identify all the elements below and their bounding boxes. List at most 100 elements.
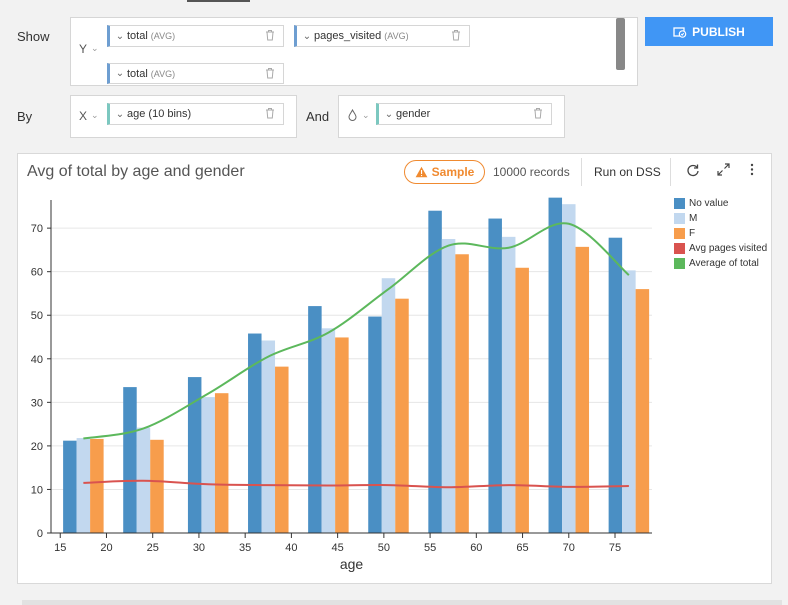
bar-f: [90, 438, 104, 533]
legend-label: M: [689, 213, 698, 224]
chart-card: Avg of total by age and gender Sample 10…: [17, 153, 772, 584]
bar-m: [562, 204, 576, 534]
x-tick-label: 60: [470, 542, 482, 554]
color-dimension-name: gender: [396, 108, 431, 120]
bar-f: [395, 298, 409, 533]
bar-m: [261, 340, 276, 533]
x-tick-label: 75: [609, 542, 621, 554]
legend-label: Avg pages visited: [689, 243, 768, 254]
bottom-divider: [22, 600, 782, 605]
more-icon[interactable]: [744, 163, 760, 179]
publish-button[interactable]: PUBLISH: [645, 17, 773, 46]
legend-item[interactable]: F: [674, 226, 767, 241]
sample-button[interactable]: Sample: [404, 160, 485, 184]
chevron-down-icon[interactable]: ⌄: [115, 30, 125, 42]
bar-m: [622, 270, 636, 533]
publish-icon: [673, 26, 687, 38]
legend-swatch: [674, 228, 685, 239]
trash-icon[interactable]: [265, 67, 275, 79]
y-measure-agg: (AVG): [150, 68, 176, 79]
legend-swatch: [674, 258, 685, 269]
color-dimension-chevron-icon[interactable]: ⌄: [362, 110, 370, 120]
bar-no-value: [368, 316, 382, 533]
x-axis-chevron-icon[interactable]: ⌄: [91, 110, 99, 120]
bar-f: [150, 439, 164, 533]
bar-m: [321, 328, 336, 533]
bar-m: [501, 236, 516, 533]
color-dimension-pill[interactable]: ⌄ gender: [376, 103, 552, 125]
trash-icon[interactable]: [451, 29, 461, 41]
y-measure-pill-pages-visited[interactable]: ⌄ pages_visited (AVG): [294, 25, 470, 47]
top-tab-indicator: [187, 0, 250, 2]
bar-f: [335, 337, 349, 533]
legend-item[interactable]: Average of total: [674, 256, 767, 271]
bar-no-value: [608, 237, 623, 533]
drop-icon: [348, 109, 357, 121]
legend-swatch: [674, 243, 685, 254]
expand-icon[interactable]: [715, 163, 731, 179]
bar-no-value: [187, 377, 202, 533]
warning-icon: [415, 166, 428, 178]
trash-icon[interactable]: [265, 29, 275, 41]
chart-title: Avg of total by age and gender: [27, 163, 245, 180]
bar-f: [214, 393, 229, 533]
x-tick-label: 30: [193, 542, 205, 554]
y-measure-pill-total[interactable]: ⌄ total (AVG): [107, 25, 284, 47]
chevron-down-icon[interactable]: ⌄: [115, 108, 125, 120]
x-tick-label: 15: [54, 542, 66, 554]
x-dimension-name: age (10 bins): [127, 108, 192, 120]
records-count: 10000 records: [493, 165, 570, 179]
bar-f: [515, 267, 529, 533]
legend-item[interactable]: Avg pages visited: [674, 241, 767, 256]
legend-label: F: [689, 228, 696, 239]
bar-no-value: [63, 440, 77, 533]
trash-icon[interactable]: [533, 107, 543, 119]
chart-plot: 0 10 20 30 40 50 60 70 15 20 25 30 35 40 45 50 55 60 65 70 7…: [31, 197, 652, 572]
x-tick-label: 65: [516, 542, 528, 554]
x-tick-label: 20: [100, 542, 112, 554]
bar-m: [76, 438, 91, 533]
x-tick-label: 55: [424, 542, 436, 554]
x-tick-label: 25: [147, 542, 159, 554]
toolbar-divider: [581, 158, 582, 186]
chevron-down-icon[interactable]: ⌄: [115, 68, 125, 79]
bar-no-value: [488, 218, 502, 534]
x-dimension-pill[interactable]: ⌄ age (10 bins): [107, 103, 284, 125]
measures-scrollbar[interactable]: [616, 18, 625, 70]
y-measure-pill-total-2[interactable]: ⌄ total (AVG): [107, 63, 284, 84]
chevron-down-icon[interactable]: ⌄: [302, 30, 312, 42]
line-avg-pages-visited: [83, 479, 629, 489]
run-on-dss-button[interactable]: Run on DSS: [594, 165, 661, 179]
x-axis-letter: X: [79, 109, 88, 123]
sample-label: Sample: [431, 165, 475, 179]
legend-item[interactable]: No value: [674, 196, 767, 211]
y-tick-label: 10: [31, 484, 43, 496]
and-label: And: [306, 109, 330, 124]
bar-no-value: [123, 387, 137, 533]
toolbar-divider: [670, 158, 671, 186]
y-tick-label: 20: [31, 441, 43, 453]
y-tick-label: 50: [31, 310, 43, 322]
legend-item[interactable]: M: [674, 211, 767, 226]
bar-no-value: [548, 197, 563, 533]
y-axis-chevron-icon[interactable]: ⌄: [91, 43, 99, 53]
y-measure-name: total: [127, 67, 148, 80]
y-measure-name: pages_visited: [314, 30, 382, 42]
x-tick-label: 70: [563, 542, 575, 554]
chart-legend: No value M F Avg pages visited Average o…: [674, 196, 767, 271]
legend-swatch: [674, 213, 685, 224]
bar-m: [381, 278, 396, 533]
refresh-icon[interactable]: [685, 163, 701, 179]
x-tick-label: 35: [239, 542, 251, 554]
bar-f: [275, 366, 289, 533]
line-average-of-total: [83, 222, 630, 440]
y-measure-agg: (AVG): [384, 31, 409, 41]
y-tick-label: 30: [31, 397, 43, 409]
chevron-down-icon[interactable]: ⌄: [384, 108, 394, 120]
trash-icon[interactable]: [265, 107, 275, 119]
publish-label: PUBLISH: [692, 24, 745, 39]
x-tick-label: 50: [378, 542, 390, 554]
bar-m: [201, 397, 215, 533]
bar-no-value: [248, 333, 262, 533]
x-tick-label: 40: [285, 542, 297, 554]
